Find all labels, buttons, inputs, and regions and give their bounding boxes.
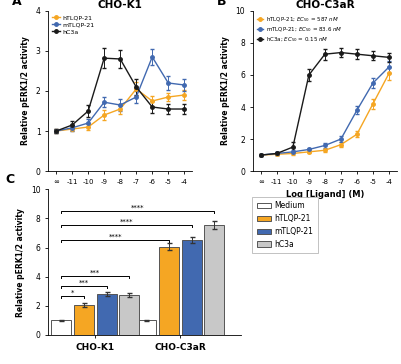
Bar — [97, 294, 117, 335]
Bar — [136, 320, 156, 335]
Text: B: B — [217, 0, 226, 8]
Text: A: A — [12, 0, 22, 8]
Y-axis label: Relative pERK1/2 activity: Relative pERK1/2 activity — [16, 207, 25, 317]
Bar — [51, 320, 71, 335]
Text: ****: **** — [119, 219, 133, 225]
X-axis label: Log [Ligand] (M): Log [Ligand] (M) — [286, 190, 364, 199]
Y-axis label: Relative pERK1/2 activity: Relative pERK1/2 activity — [21, 36, 30, 146]
Y-axis label: Relative pERK1/2 activity: Relative pERK1/2 activity — [221, 36, 230, 146]
X-axis label: Log [Ligand] (M): Log [Ligand] (M) — [81, 190, 159, 199]
Text: C: C — [6, 174, 15, 186]
Bar — [182, 240, 201, 335]
Bar — [204, 225, 224, 335]
Title: CHO-C3aR: CHO-C3aR — [295, 0, 355, 10]
Legend: hTLQP-21, mTLQP-21, hC3a: hTLQP-21, mTLQP-21, hC3a — [51, 14, 96, 36]
Text: *: * — [71, 290, 74, 296]
Legend: Medium, hTLQP-21, mTLQP-21, hC3a: Medium, hTLQP-21, mTLQP-21, hC3a — [253, 197, 318, 253]
Title: CHO-K1: CHO-K1 — [98, 0, 143, 10]
Text: ****: **** — [108, 234, 122, 240]
Bar — [119, 295, 139, 335]
Text: ***: *** — [79, 280, 89, 285]
Legend: hTLQP-21; $EC_{50}$ = 587 $nM$, mTLQP-21; $EC_{50}$ = 83.6 $nM$, hC3a; $EC_{50}$: hTLQP-21; $EC_{50}$ = 587 $nM$, mTLQP-21… — [255, 14, 343, 45]
Text: ****: **** — [131, 205, 144, 210]
Bar — [159, 247, 179, 335]
Bar — [74, 305, 94, 335]
Text: ***: *** — [90, 270, 100, 276]
